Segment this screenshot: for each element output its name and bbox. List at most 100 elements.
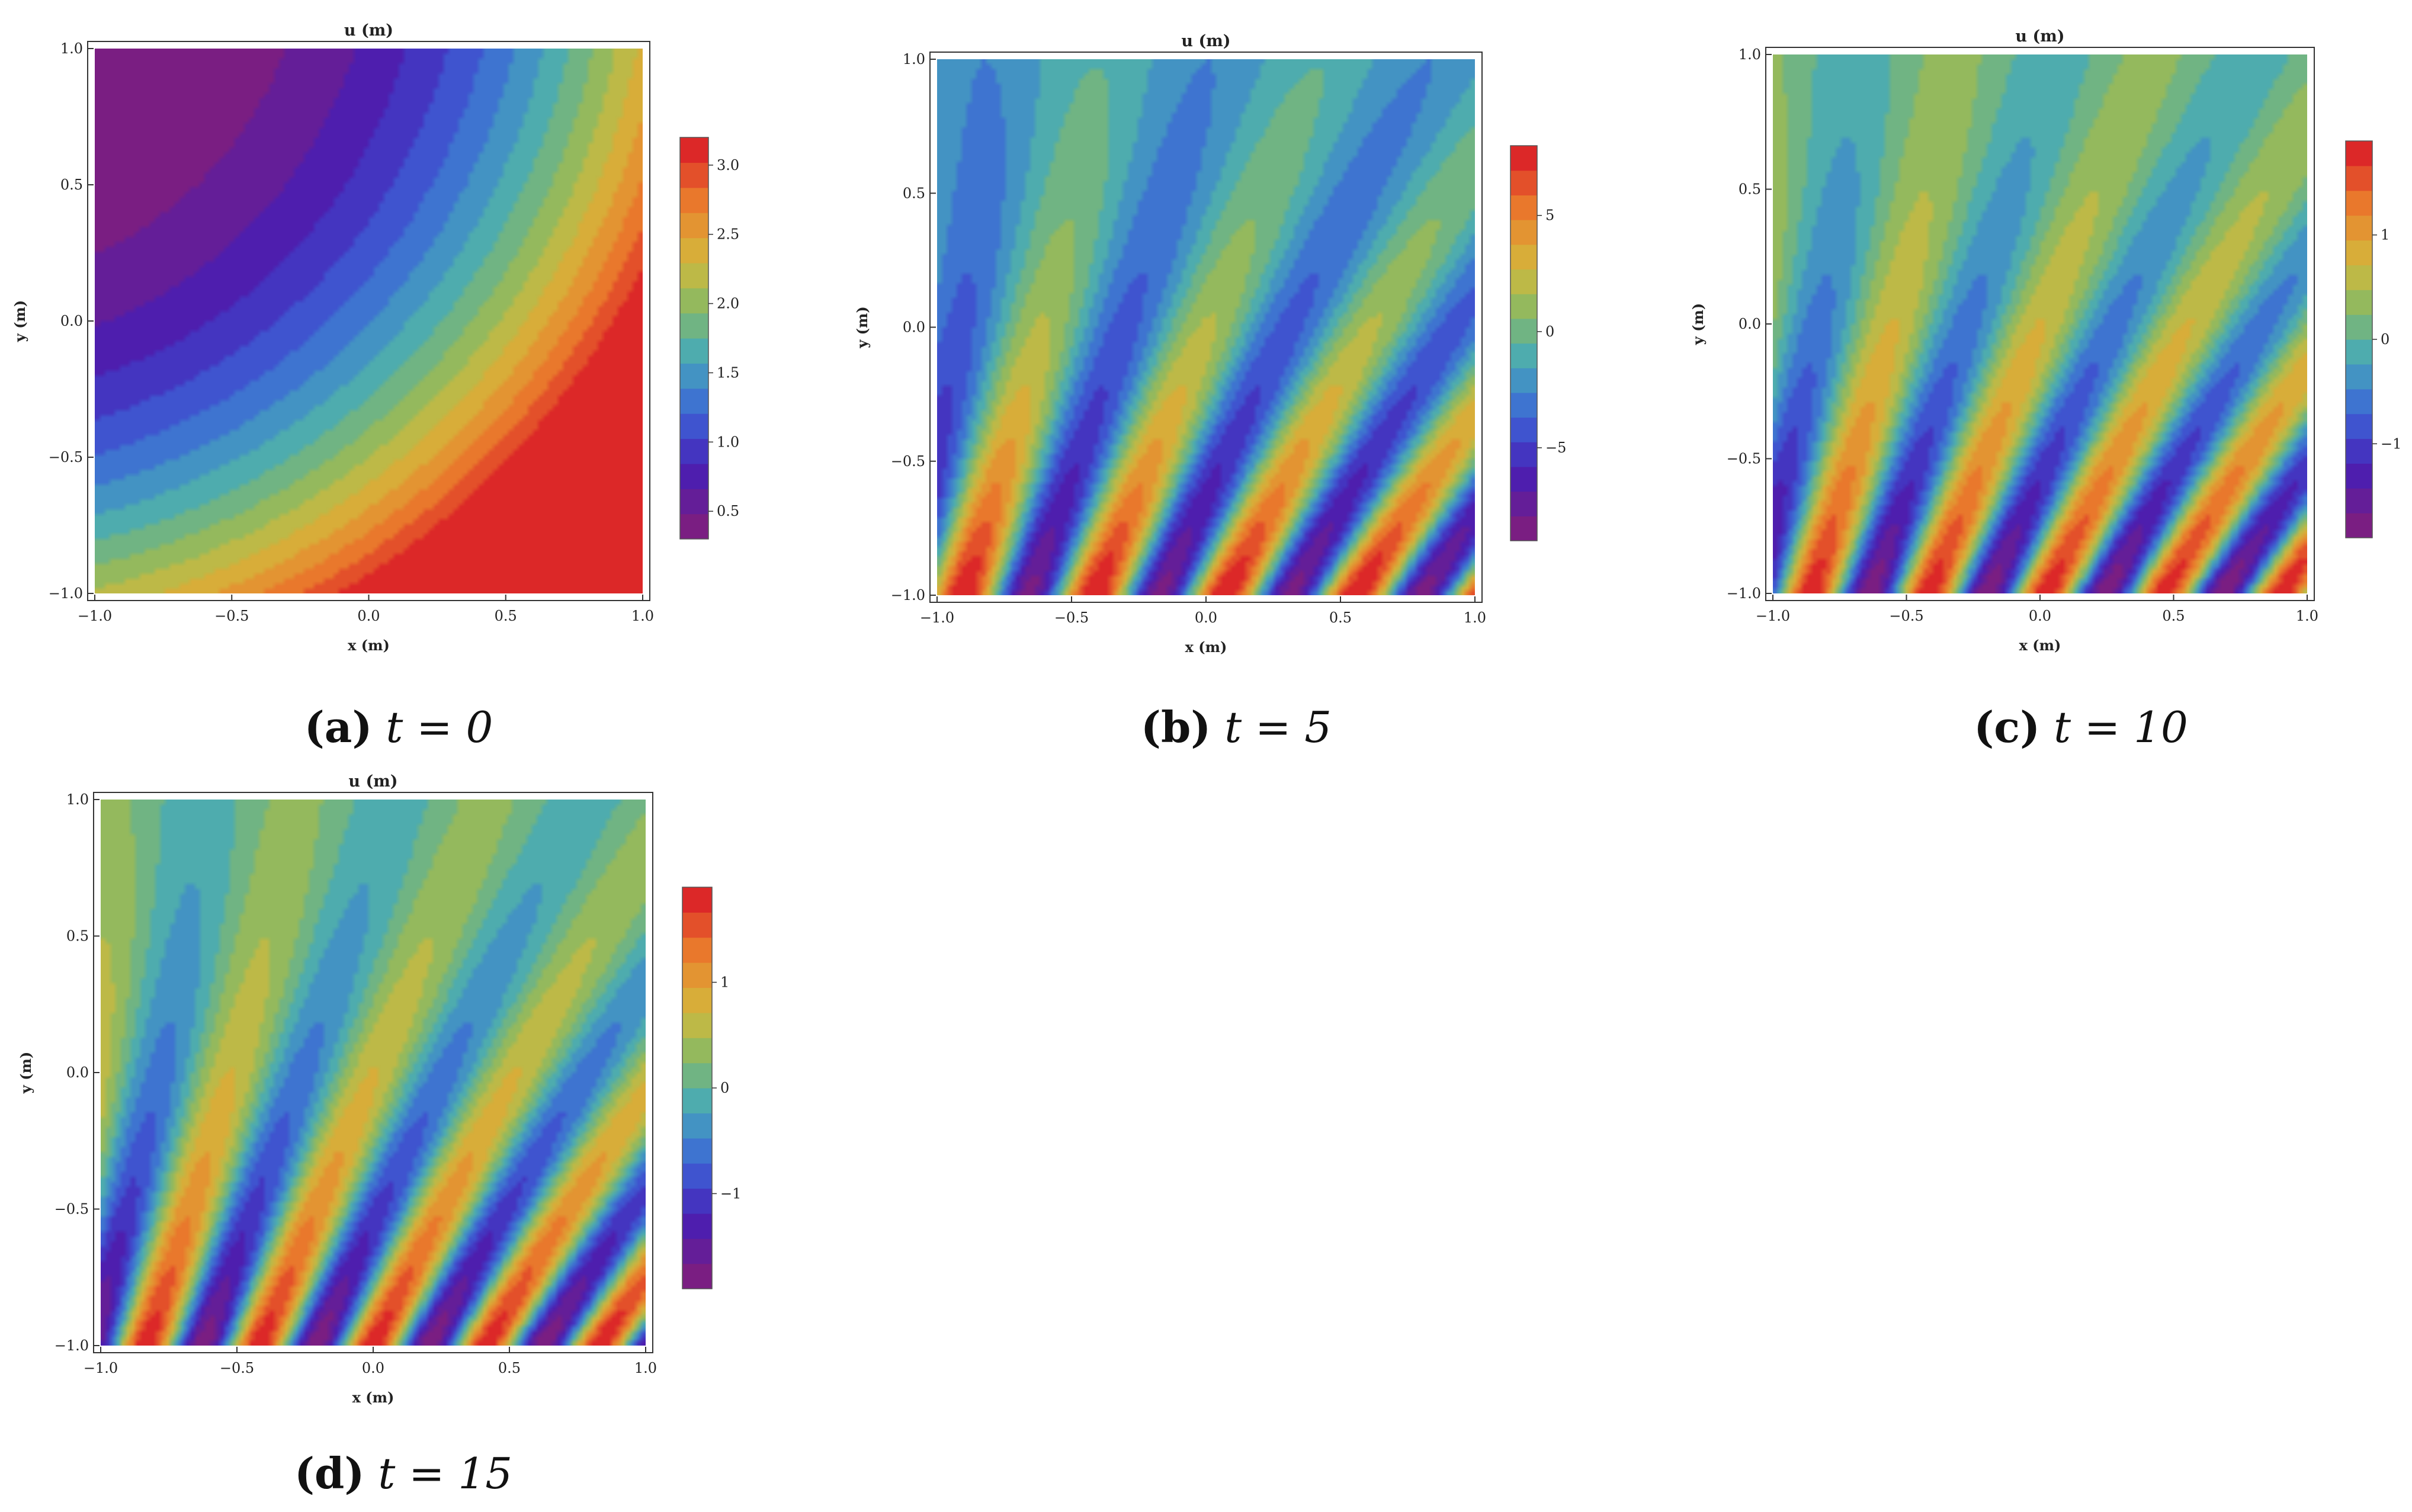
colorbar-segment (2346, 389, 2372, 415)
x-tick-label: 1.0 (631, 608, 654, 624)
panel-c: −1.0 −0.5 0.0 0.5 1.0 −1.0 −0.5 0.0 0.5 1.0 u (m) x… (1670, 0, 2411, 684)
colorbar-segment (2346, 240, 2372, 265)
colorbar-segment (680, 213, 708, 239)
colorbar-segment (682, 1038, 712, 1064)
colorbar-segment (680, 262, 708, 288)
colorbar-tick-label: 5 (1545, 207, 1554, 224)
chart-title-d: u (m) (348, 772, 397, 791)
x-axis-label-c: x (m) (2019, 637, 2061, 654)
colorbar-segment (1510, 220, 1537, 245)
colorbar-segment (682, 1113, 712, 1139)
colorbar-segment (1510, 318, 1537, 344)
chart-d: −1.0 −0.5 0.0 0.5 1.0 −1.0 −0.5 0.0 0.5 1.0 u (m) x… (17, 772, 741, 1406)
colorbar-tick-label: 2.5 (717, 226, 739, 243)
x-tick-label: 0.0 (357, 608, 380, 624)
colorbar-segment (682, 887, 712, 913)
colorbar-tick-label: 2.0 (717, 296, 739, 312)
x-tick-label: −0.5 (1889, 608, 1923, 624)
colorbar-segment (2346, 314, 2372, 340)
x-tick-label: 0.5 (495, 608, 517, 624)
x-tick-label: 0.5 (498, 1360, 521, 1376)
colorbar-segment (680, 187, 708, 213)
colorbar-tick-label: 0 (2381, 331, 2389, 348)
colorbar-segment (1510, 269, 1537, 294)
colorbar-tick-label: 1.5 (717, 364, 739, 381)
colorbar-tick-label: 1 (2381, 227, 2389, 243)
caption-label-d: (d) (294, 1448, 365, 1498)
colorbar-segment (2346, 463, 2372, 489)
y-axis-label-c: y (m) (1689, 303, 1707, 345)
caption-d: (d) t = 15 (294, 1448, 512, 1498)
colorbar-segment (680, 162, 708, 188)
colorbar-segment (680, 363, 708, 389)
colorbar-segment (682, 987, 712, 1013)
colorbar-segment (1510, 146, 1537, 171)
colorbar-segment (682, 1188, 712, 1214)
colorbar-tick-label: −5 (1545, 439, 1566, 456)
colorbar-segment (680, 237, 708, 264)
colorbar-segment (2346, 364, 2372, 390)
chart-title-c: u (m) (2015, 27, 2064, 46)
colorbar-segment (680, 137, 708, 163)
colorbar-tick-label: −1 (2381, 435, 2401, 452)
colorbar-segment (2346, 215, 2372, 241)
colorbar-segment (680, 489, 708, 515)
colorbar-segment (680, 338, 708, 364)
y-tick-label: 1.0 (60, 40, 83, 57)
chart-a: −1.0 −0.5 0.0 0.5 1.0 −1.0 −0.5 0.0 0.5 1.0 u (m) x… (11, 21, 739, 654)
x-tick-label: −1.0 (920, 609, 954, 626)
colorbar-segment (682, 912, 712, 938)
colorbar-segment (1510, 466, 1537, 492)
colorbar-segment (1510, 294, 1537, 319)
caption-label-c: (c) (1974, 702, 2041, 752)
colorbar-segment (682, 1138, 712, 1164)
colorbar-segment (2346, 141, 2372, 166)
x-axis-label-d: x (m) (352, 1389, 394, 1406)
panel-a: −1.0 −0.5 0.0 0.5 1.0 −1.0 −0.5 0.0 0.5 1.0 u (m) x… (0, 0, 770, 684)
colorbar-segment (682, 1163, 712, 1189)
y-axis-label-a: y (m) (11, 300, 28, 342)
y-tick-label: 1.0 (1739, 46, 1761, 63)
colorbar-segment (2346, 413, 2372, 439)
colorbar-segment (2346, 165, 2372, 191)
colorbar-tick-label: 1 (720, 974, 729, 991)
y-tick-label: −1.0 (54, 1337, 89, 1354)
colorbar-tick-label: −1 (720, 1185, 741, 1202)
colorbar-segment (1510, 491, 1537, 516)
contour-field-a (95, 49, 643, 593)
colorbar-tick-label: 0.5 (717, 503, 739, 519)
colorbar-segment (1510, 195, 1537, 220)
colorbar-tick-label: 0 (720, 1080, 729, 1096)
colorbar-segment (682, 937, 712, 963)
caption-text-a: t = 0 (386, 702, 493, 752)
chart-title-a: u (m) (344, 21, 393, 40)
y-axis-label-b: y (m) (854, 306, 871, 348)
x-axis-label-b: x (m) (1185, 638, 1227, 656)
x-tick-label: −1.0 (84, 1360, 118, 1376)
y-tick-label: 1.0 (903, 51, 925, 68)
x-tick-label: −0.5 (214, 608, 249, 624)
y-tick-label: 0.5 (66, 928, 89, 945)
y-tick-label: 0.0 (1739, 316, 1761, 332)
colorbar-segment (682, 1012, 712, 1038)
colorbar-tick-label: 1.0 (717, 434, 739, 450)
y-tick-label: −0.5 (54, 1201, 89, 1218)
colorbar-segment (1510, 417, 1537, 442)
caption-text-c: t = 10 (2054, 702, 2188, 752)
colorbar-segment (2346, 290, 2372, 315)
y-tick-label: 0.5 (60, 176, 83, 193)
y-tick-label: 0.0 (66, 1064, 89, 1081)
y-tick-label: 0.0 (60, 313, 83, 329)
colorbar-segment (1510, 170, 1537, 195)
x-tick-label: 0.5 (1329, 609, 1352, 626)
caption-label-a: (a) (304, 702, 373, 752)
x-tick-label: 0.0 (1195, 609, 1217, 626)
chart-title-b: u (m) (1181, 32, 1230, 50)
colorbar-segment (1510, 368, 1537, 393)
y-tick-label: −0.5 (1727, 451, 1761, 467)
chart-b: −1.0 −0.5 0.0 0.5 1.0 −1.0 −0.5 0.0 0.5 1.0 u (m) x… (854, 32, 1566, 656)
caption-c: (c) t = 10 (1974, 702, 2188, 752)
colorbar-segment (1510, 343, 1537, 368)
colorbar-segment (682, 1213, 712, 1239)
caption-b: (b) t = 5 (1141, 702, 1332, 752)
